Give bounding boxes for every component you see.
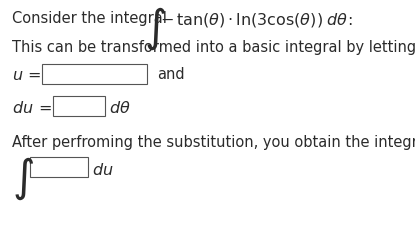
FancyBboxPatch shape	[42, 64, 147, 84]
Text: $du\,=$: $du\,=$	[12, 100, 52, 117]
Text: Consider the integral: Consider the integral	[12, 11, 167, 26]
FancyBboxPatch shape	[30, 157, 88, 177]
Text: This can be transformed into a basic integral by letting: This can be transformed into a basic int…	[12, 40, 415, 55]
Text: and: and	[157, 67, 185, 82]
Text: After perfroming the substitution, you obtain the integral: After perfroming the substitution, you o…	[12, 135, 415, 150]
Text: $\int$: $\int$	[12, 156, 34, 202]
Text: $\int$: $\int$	[144, 6, 166, 52]
Text: $du$: $du$	[92, 162, 114, 179]
Text: $u\,=$: $u\,=$	[12, 67, 42, 84]
Text: $d\theta$: $d\theta$	[109, 100, 131, 117]
Text: $-\,\tan(\theta) \cdot \ln(3\cos(\theta))\;d\theta\!:$: $-\,\tan(\theta) \cdot \ln(3\cos(\theta)…	[160, 11, 353, 29]
FancyBboxPatch shape	[53, 96, 105, 116]
